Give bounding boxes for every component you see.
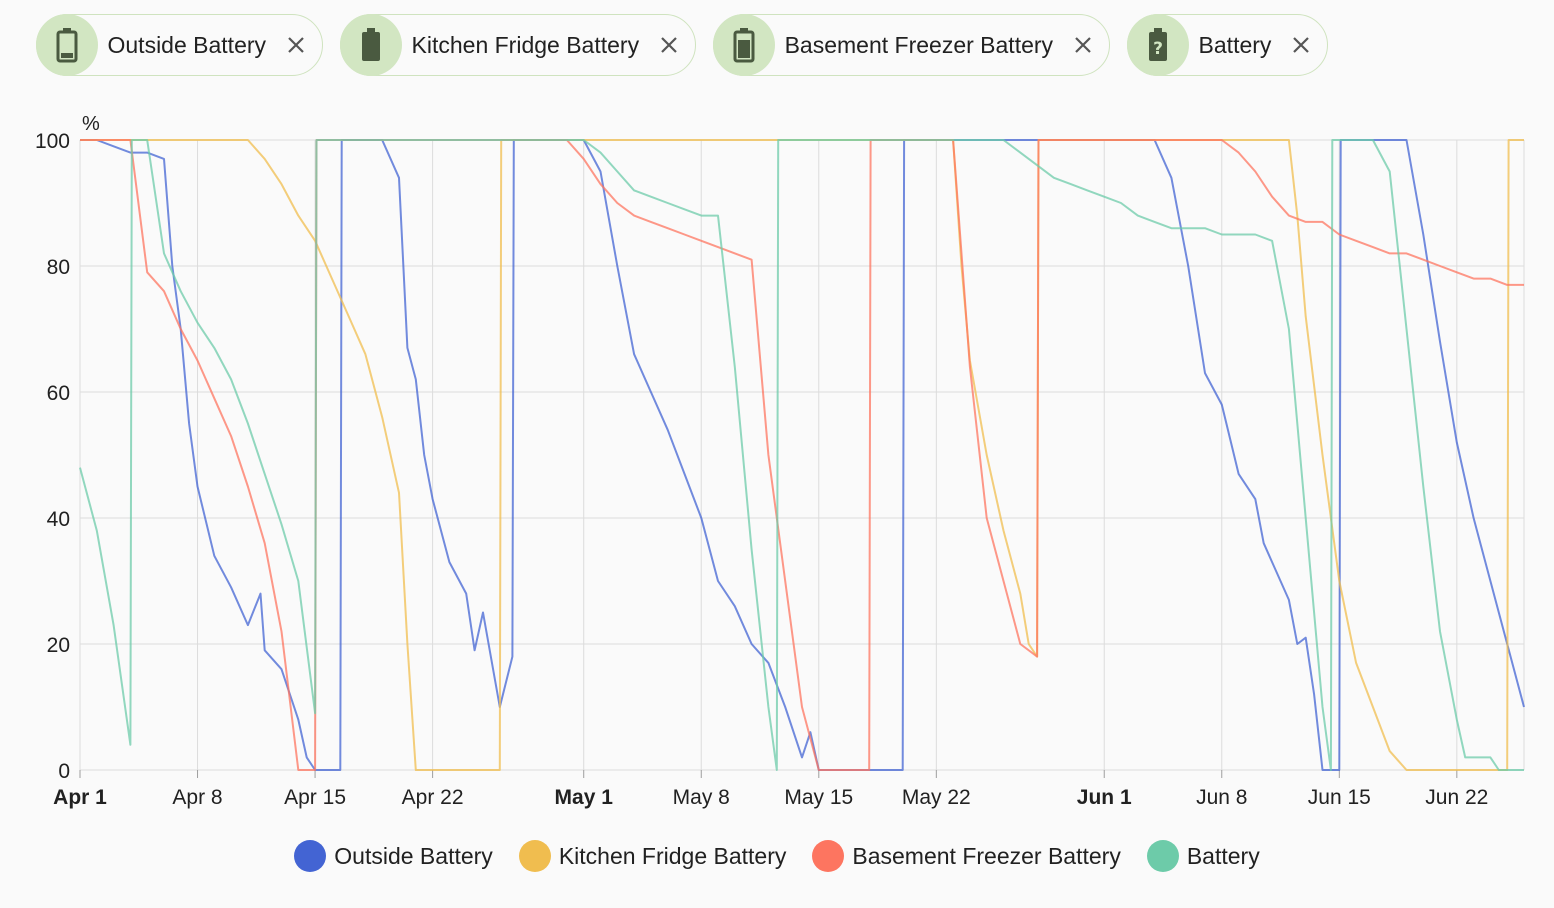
- legend-item-outside-battery[interactable]: Outside Battery: [294, 840, 493, 872]
- chip-basement-freezer-battery[interactable]: Basement Freezer Battery: [712, 14, 1111, 76]
- legend-item-kitchen-fridge-battery[interactable]: Kitchen Fridge Battery: [518, 840, 787, 872]
- y-tick-label: 100: [35, 130, 70, 153]
- legend-item-battery[interactable]: Battery: [1146, 840, 1260, 872]
- entity-chip-bar: Outside Battery Kitchen Fridge Battery B…: [35, 14, 1329, 76]
- battery-medium-icon: [712, 14, 775, 76]
- legend-label: Kitchen Fridge Battery: [558, 842, 787, 869]
- x-tick-label: Jun 15: [1308, 786, 1371, 809]
- close-icon[interactable]: [1071, 33, 1095, 57]
- legend-swatch: [812, 840, 845, 872]
- legend-swatch: [518, 840, 551, 872]
- y-tick-label: 20: [47, 634, 70, 657]
- close-icon[interactable]: [657, 33, 681, 57]
- x-tick-label: Apr 22: [402, 786, 464, 809]
- x-tick-label: Jun 8: [1196, 786, 1247, 809]
- legend-item-basement-freezer-battery[interactable]: Basement Freezer Battery: [812, 840, 1121, 872]
- battery-history-chart: 0 20 40 60 80 100% Apr 1 Apr 8 Apr 15 Apr 22 May 1…: [35, 113, 1525, 809]
- x-tick-label: May 15: [784, 786, 853, 809]
- legend-label: Outside Battery: [334, 842, 493, 869]
- x-tick-label: Jun 22: [1425, 786, 1488, 809]
- x-tick-label: May 22: [902, 786, 971, 809]
- y-tick-label: 60: [47, 382, 70, 405]
- legend-label: Basement Freezer Battery: [852, 842, 1121, 869]
- close-icon[interactable]: [284, 33, 308, 57]
- series-line-basement-freezer-battery: [80, 139, 1524, 771]
- x-tick-label: Jun 1: [1077, 786, 1132, 809]
- chip-label: Kitchen Fridge Battery: [411, 31, 640, 58]
- y-tick-label: 80: [47, 256, 70, 279]
- chip-outside-battery[interactable]: Outside Battery: [35, 14, 324, 76]
- x-tick-label: May 8: [673, 786, 730, 809]
- series-line-battery: [79, 139, 1524, 771]
- y-axis-label: %: [82, 113, 100, 135]
- chip-label: Basement Freezer Battery: [784, 31, 1054, 58]
- chip-label: Battery: [1198, 31, 1272, 58]
- y-tick-label: 0: [58, 760, 70, 783]
- battery-unknown-icon: ?: [1126, 14, 1189, 76]
- battery-full-icon: [339, 14, 402, 76]
- legend-swatch: [1146, 840, 1179, 872]
- chart-legend: Outside Battery Kitchen Fridge Battery B…: [0, 840, 1554, 872]
- battery-low-icon: [35, 14, 98, 76]
- x-tick-label: Apr 1: [53, 786, 107, 809]
- legend-swatch: [294, 840, 327, 872]
- series-line-kitchen-fridge-battery: [80, 139, 1524, 771]
- chip-battery[interactable]: ? Battery: [1126, 14, 1329, 76]
- x-tick-label: May 1: [555, 786, 614, 809]
- chip-kitchen-fridge-battery[interactable]: Kitchen Fridge Battery: [339, 14, 697, 76]
- chip-label: Outside Battery: [107, 31, 267, 58]
- legend-label: Battery: [1186, 842, 1260, 869]
- y-tick-label: 40: [47, 508, 70, 531]
- series-line-outside-battery: [80, 139, 1525, 771]
- x-tick-label: Apr 8: [172, 786, 222, 809]
- svg-text:?: ?: [1153, 39, 1163, 59]
- x-tick-label: Apr 15: [284, 786, 346, 809]
- close-icon[interactable]: [1289, 33, 1313, 57]
